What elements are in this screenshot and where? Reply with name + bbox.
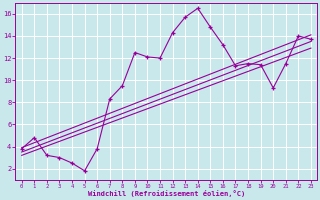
X-axis label: Windchill (Refroidissement éolien,°C): Windchill (Refroidissement éolien,°C) (88, 190, 245, 197)
